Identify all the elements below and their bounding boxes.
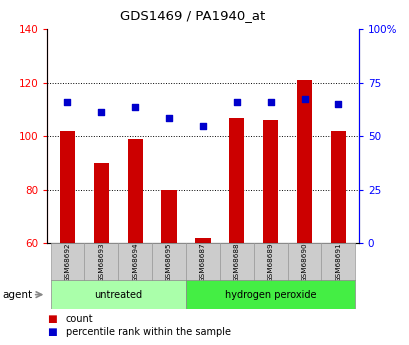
Bar: [287, 243, 321, 281]
Bar: [330, 131, 345, 243]
Bar: [186, 280, 355, 309]
Text: GDS1469 / PA1940_at: GDS1469 / PA1940_at: [120, 9, 265, 22]
Text: untreated: untreated: [94, 290, 142, 299]
Point: [301, 96, 307, 101]
Point: [267, 99, 273, 104]
Point: [165, 115, 172, 120]
Text: percentile rank within the sample: percentile rank within the sample: [65, 327, 230, 337]
Text: ■: ■: [47, 327, 57, 337]
Text: GSM68693: GSM68693: [98, 242, 104, 282]
Bar: [60, 131, 75, 243]
Text: GSM68689: GSM68689: [267, 242, 273, 282]
Point: [334, 101, 341, 107]
Text: ■: ■: [47, 314, 57, 324]
Bar: [229, 118, 244, 243]
Text: GSM68692: GSM68692: [64, 242, 70, 282]
Bar: [118, 243, 152, 281]
Bar: [263, 120, 278, 243]
Point: [98, 109, 104, 115]
Bar: [84, 243, 118, 281]
Text: GSM68687: GSM68687: [200, 242, 205, 282]
Bar: [253, 243, 287, 281]
Bar: [161, 190, 176, 243]
Text: GSM68688: GSM68688: [233, 242, 239, 282]
Point: [233, 99, 240, 104]
Text: agent: agent: [2, 290, 32, 299]
Bar: [321, 243, 355, 281]
Text: count: count: [65, 314, 93, 324]
Point: [132, 104, 138, 110]
Bar: [50, 243, 84, 281]
Text: GSM68691: GSM68691: [335, 242, 341, 282]
Bar: [152, 243, 186, 281]
Bar: [296, 80, 311, 243]
Text: GSM68695: GSM68695: [166, 242, 172, 282]
Text: hydrogen peroxide: hydrogen peroxide: [225, 290, 316, 299]
Bar: [186, 243, 219, 281]
Bar: [127, 139, 142, 243]
Bar: [195, 238, 210, 243]
Point: [64, 99, 71, 104]
Text: GSM68694: GSM68694: [132, 242, 138, 282]
Bar: [50, 280, 186, 309]
Bar: [219, 243, 253, 281]
Point: [199, 123, 206, 128]
Bar: [94, 163, 109, 243]
Text: GSM68690: GSM68690: [301, 242, 307, 282]
